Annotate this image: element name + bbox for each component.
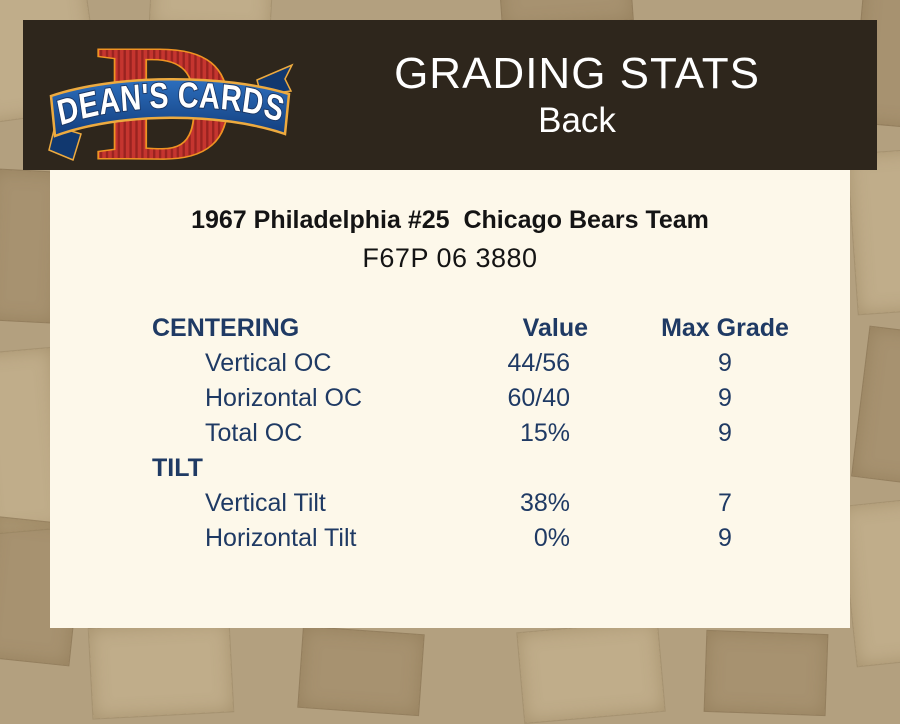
row-label: Horizontal Tilt — [205, 524, 357, 552]
row-value: 60/40 — [507, 384, 570, 412]
card-code: F67P 06 3880 — [362, 243, 538, 273]
background-card-shape — [703, 629, 829, 717]
row-label: Total OC — [205, 419, 303, 447]
section-header-centering: CENTERING — [152, 314, 300, 342]
row-max-grade: 9 — [718, 524, 732, 552]
header-bar: D DEAN'S CARDS GRADING STATS Back — [23, 20, 877, 170]
section-header-tilt: TILT — [152, 454, 203, 482]
row-value: 15% — [519, 419, 570, 447]
table-header-row: CENTERING Value Max Grade — [50, 311, 850, 346]
deans-cards-logo: D DEAN'S CARDS — [48, 28, 294, 166]
header-text-block: GRADING STATS Back — [313, 20, 841, 170]
row-max-grade: 9 — [718, 384, 732, 412]
row-value: 38% — [519, 489, 570, 517]
background-card-shape — [516, 619, 666, 724]
logo-ribbon — [49, 78, 291, 138]
row-value: 44/56 — [507, 349, 570, 377]
row-label: Horizontal OC — [205, 384, 362, 412]
page-title: GRADING STATS — [394, 49, 760, 98]
table-row-horizontal-tilt: Horizontal Tilt 0% 9 — [50, 521, 850, 556]
table-row-vertical-oc: Vertical OC 44/56 9 — [50, 346, 850, 381]
background-card-shape — [851, 325, 900, 487]
row-label: Vertical Tilt — [205, 489, 326, 517]
column-header-value: Value — [522, 314, 588, 342]
table-row-horizontal-oc: Horizontal OC 60/40 9 — [50, 381, 850, 416]
table-row-total-oc: Total OC 15% 9 — [50, 416, 850, 451]
table-row-vertical-tilt: Vertical Tilt 38% 7 — [50, 486, 850, 521]
row-max-grade: 7 — [718, 489, 732, 517]
background-card-shape — [87, 620, 235, 720]
section-header-row-tilt: TILT — [50, 451, 850, 486]
card-side-label: Back — [538, 101, 616, 140]
column-header-max-grade: Max Grade — [661, 314, 789, 342]
row-value: 0% — [533, 524, 570, 552]
row-max-grade: 9 — [718, 349, 732, 377]
stats-panel: 1967 Philadelphia #25 Chicago Bears Team… — [50, 170, 850, 628]
background-card-shape — [297, 625, 425, 717]
grading-stats-table: CENTERING Value Max Grade Vertical OC 44… — [50, 311, 850, 556]
row-max-grade: 9 — [718, 419, 732, 447]
background-card-shape — [846, 146, 900, 316]
card-title: 1967 Philadelphia #25 Chicago Bears Team — [191, 206, 709, 234]
row-label: Vertical OC — [205, 349, 332, 377]
